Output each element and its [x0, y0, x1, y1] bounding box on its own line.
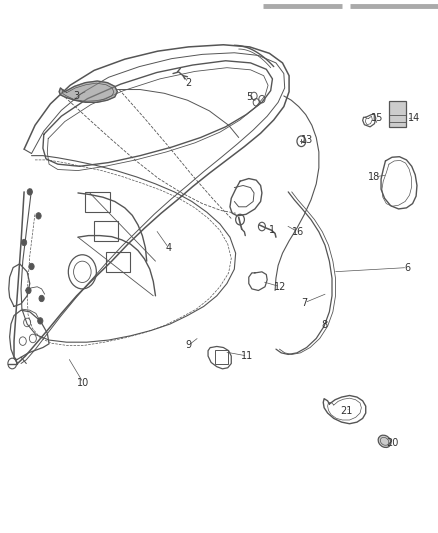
Circle shape — [36, 213, 41, 219]
Circle shape — [21, 239, 27, 246]
Text: 8: 8 — [321, 320, 327, 330]
Text: 5: 5 — [247, 92, 253, 102]
Text: 12: 12 — [274, 282, 286, 292]
Text: 11: 11 — [241, 351, 254, 361]
Text: 15: 15 — [371, 114, 383, 123]
Bar — [389, 101, 406, 127]
Text: 16: 16 — [292, 227, 304, 237]
Polygon shape — [59, 81, 117, 102]
Text: 21: 21 — [340, 407, 352, 416]
Text: 9: 9 — [185, 341, 191, 350]
Circle shape — [26, 287, 31, 294]
Text: 13: 13 — [300, 135, 313, 144]
Bar — [85, 192, 110, 212]
Circle shape — [38, 318, 43, 324]
Bar — [215, 350, 228, 364]
Text: 3: 3 — [74, 91, 80, 101]
Circle shape — [29, 263, 34, 270]
Bar — [94, 221, 118, 241]
Text: 7: 7 — [301, 298, 307, 308]
Text: 4: 4 — [166, 243, 172, 253]
Circle shape — [27, 189, 32, 195]
Text: 6: 6 — [404, 263, 410, 272]
Ellipse shape — [378, 435, 391, 448]
Text: 20: 20 — [386, 439, 398, 448]
Text: 18: 18 — [368, 172, 381, 182]
Text: 1: 1 — [268, 225, 275, 235]
Text: 2: 2 — [185, 78, 191, 87]
Circle shape — [39, 295, 44, 302]
Bar — [106, 252, 130, 272]
Text: 14: 14 — [408, 114, 420, 123]
Text: 10: 10 — [77, 378, 89, 387]
